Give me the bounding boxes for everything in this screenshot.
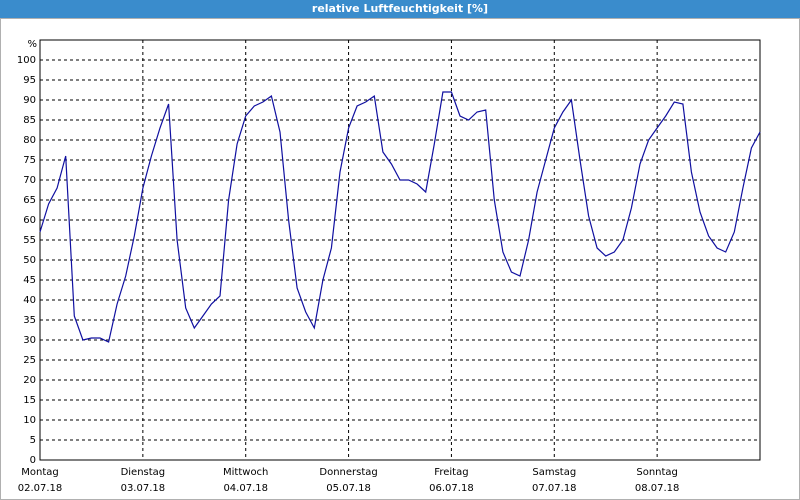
title-bar [0, 0, 800, 18]
y-tick-label: 45 [23, 275, 36, 286]
y-tick-label: 70 [23, 175, 36, 186]
x-tick-label: Sonntag 08.07.18 [635, 467, 680, 494]
y-tick-label: 85 [23, 115, 36, 126]
y-tick-label: 5 [30, 435, 36, 446]
y-tick-label: 50 [23, 255, 36, 266]
y-tick-label: 95 [23, 75, 36, 86]
chart-title: relative Luftfeuchtigkeit [%] [312, 2, 488, 15]
y-tick-label: 35 [23, 315, 36, 326]
y-tick-label: 90 [23, 95, 36, 106]
y-tick-label: 20 [23, 375, 36, 386]
y-tick-label: 100 [17, 55, 36, 66]
x-tick-label: Donnerstag 05.07.18 [319, 467, 377, 494]
y-tick-label: 0 [30, 455, 36, 466]
x-tick-label: Mittwoch 04.07.18 [223, 467, 268, 494]
y-tick-label: 15 [23, 395, 36, 406]
x-tick-label: Montag 02.07.18 [18, 467, 63, 494]
y-tick-label: 30 [23, 335, 36, 346]
y-tick-label: 25 [23, 355, 36, 366]
x-tick-label: Samstag 07.07.18 [532, 467, 577, 494]
y-tick-label: 80 [23, 135, 36, 146]
y-tick-label: 75 [23, 155, 36, 166]
y-tick-label: 40 [23, 295, 36, 306]
y-tick-label: 55 [23, 235, 36, 246]
y-tick-label: 60 [23, 215, 36, 226]
x-tick-label: Dienstag 03.07.18 [121, 467, 166, 494]
line [39, 91, 761, 343]
y-tick-label: 65 [23, 195, 36, 206]
x-tick-label: Freitag 06.07.18 [429, 467, 474, 494]
plot-area [39, 39, 761, 461]
y-unit: % [27, 39, 37, 50]
y-tick-label: 10 [23, 415, 36, 426]
